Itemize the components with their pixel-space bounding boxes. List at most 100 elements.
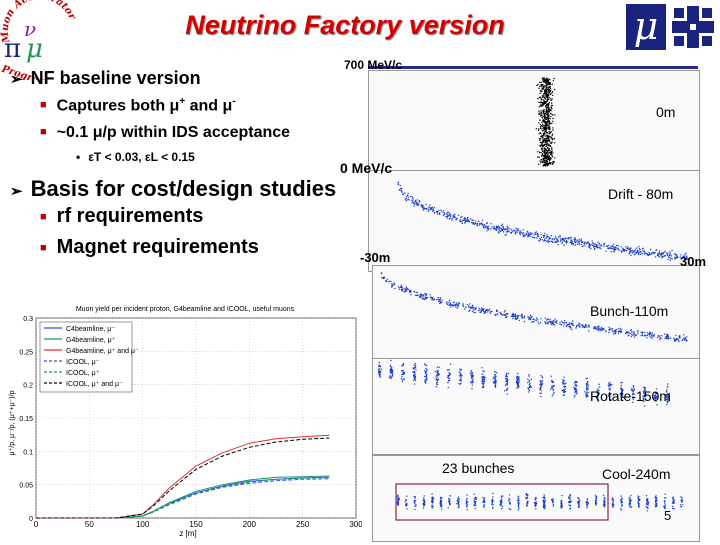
scatter-point bbox=[653, 394, 656, 396]
series-line-5 bbox=[36, 437, 330, 519]
scatter-point bbox=[401, 364, 404, 366]
scatter-point bbox=[551, 155, 554, 158]
page-number: 5 bbox=[664, 508, 672, 523]
scatter-point bbox=[493, 225, 495, 227]
scatter-point bbox=[545, 160, 547, 162]
scatter-point bbox=[551, 162, 554, 165]
scatter-point bbox=[457, 304, 460, 306]
scatter-point bbox=[544, 317, 546, 319]
scatter-point bbox=[628, 248, 630, 251]
scatter-point bbox=[645, 393, 647, 395]
scatter-point bbox=[628, 504, 630, 506]
scatter-point bbox=[458, 379, 461, 381]
scatter-point bbox=[621, 396, 623, 398]
scatter-point bbox=[578, 242, 580, 244]
scatter-point bbox=[432, 501, 434, 503]
scatter-point bbox=[528, 384, 531, 386]
scatter-point bbox=[436, 374, 438, 376]
scatter-point bbox=[547, 110, 549, 112]
scatter-point bbox=[574, 394, 576, 396]
scatter-point bbox=[666, 389, 668, 391]
scatter-point bbox=[578, 323, 580, 326]
scatter-point bbox=[665, 390, 668, 393]
scatter-point bbox=[548, 111, 550, 113]
scatter-point bbox=[551, 321, 553, 324]
scatter-point bbox=[554, 236, 556, 238]
scatter-point bbox=[406, 502, 408, 505]
scatter-point bbox=[416, 199, 419, 201]
scatter-point bbox=[552, 322, 554, 325]
scatter-point bbox=[482, 501, 484, 503]
scatter-point bbox=[413, 501, 416, 504]
scatter-point bbox=[473, 309, 475, 311]
scatter-point bbox=[403, 290, 405, 293]
scatter-point bbox=[548, 96, 550, 99]
scatter-point bbox=[577, 503, 580, 505]
scatter-point bbox=[421, 295, 423, 297]
scatter-point bbox=[456, 499, 458, 502]
scatter-point bbox=[581, 241, 583, 243]
bullet-text: Basis for cost/design studies bbox=[30, 176, 337, 201]
scatter-point bbox=[434, 371, 436, 373]
scatter-point bbox=[544, 153, 547, 155]
scatter-point bbox=[551, 387, 554, 389]
scatter-point bbox=[574, 387, 576, 390]
scatter-point bbox=[539, 85, 541, 87]
scatter-point bbox=[416, 204, 418, 206]
scatter-point bbox=[560, 500, 562, 502]
scatter-point bbox=[574, 391, 576, 394]
scatter-point bbox=[515, 318, 517, 320]
scatter-point bbox=[548, 140, 551, 142]
scatter-point bbox=[631, 401, 634, 403]
scatter-point bbox=[547, 109, 549, 111]
scatter-point bbox=[658, 252, 660, 254]
slide-title: Neutrino Factory version bbox=[185, 10, 505, 40]
scatter-point bbox=[640, 335, 642, 337]
scatter-point bbox=[601, 329, 603, 331]
scatter-point bbox=[622, 389, 624, 391]
scatter-point bbox=[551, 102, 553, 104]
scatter-point bbox=[547, 136, 550, 139]
scatter-point bbox=[575, 390, 578, 393]
scatter-point bbox=[413, 205, 415, 207]
legend-entry: G4beamline, μ⁺ and μ⁻ bbox=[66, 348, 139, 355]
scatter-point bbox=[580, 238, 582, 240]
scatter-point bbox=[381, 277, 383, 279]
scatter-point bbox=[610, 251, 613, 253]
scatter-point bbox=[390, 359, 392, 362]
scatter-point bbox=[536, 232, 539, 235]
scatter-point bbox=[459, 368, 461, 370]
scatter-point bbox=[490, 223, 492, 225]
svg-text:ν: ν bbox=[24, 17, 36, 41]
scatter-point bbox=[548, 133, 550, 135]
scatter-point bbox=[534, 502, 536, 504]
scatter-point bbox=[600, 248, 602, 250]
scatter-point bbox=[416, 291, 418, 294]
scatter-point bbox=[500, 496, 503, 498]
scatter-point bbox=[466, 509, 468, 511]
scatter-point bbox=[449, 503, 451, 506]
scatter-point bbox=[636, 247, 638, 249]
scatter-point bbox=[685, 252, 687, 254]
scatter-point bbox=[588, 324, 590, 326]
scatter-point bbox=[525, 498, 527, 500]
scatter-point bbox=[589, 244, 591, 247]
scatter-point bbox=[415, 199, 417, 202]
stage-label-cool: Cool-240m bbox=[602, 466, 671, 482]
scatter-point bbox=[493, 228, 495, 230]
scatter-point bbox=[505, 377, 508, 379]
scatter-point bbox=[446, 301, 448, 303]
scatter-point bbox=[544, 131, 546, 133]
scatter-point bbox=[644, 399, 646, 401]
scatter-point bbox=[543, 86, 545, 89]
scatter-point bbox=[502, 228, 504, 230]
scatter-point bbox=[586, 498, 589, 501]
scatter-point bbox=[546, 131, 548, 133]
scatter-point bbox=[552, 80, 555, 82]
scatter-point bbox=[397, 501, 400, 504]
scatter-point bbox=[577, 325, 579, 327]
scatter-point bbox=[585, 392, 587, 395]
scatter-point bbox=[406, 287, 408, 289]
scatter-point bbox=[528, 375, 530, 377]
scatter-point bbox=[414, 362, 416, 365]
